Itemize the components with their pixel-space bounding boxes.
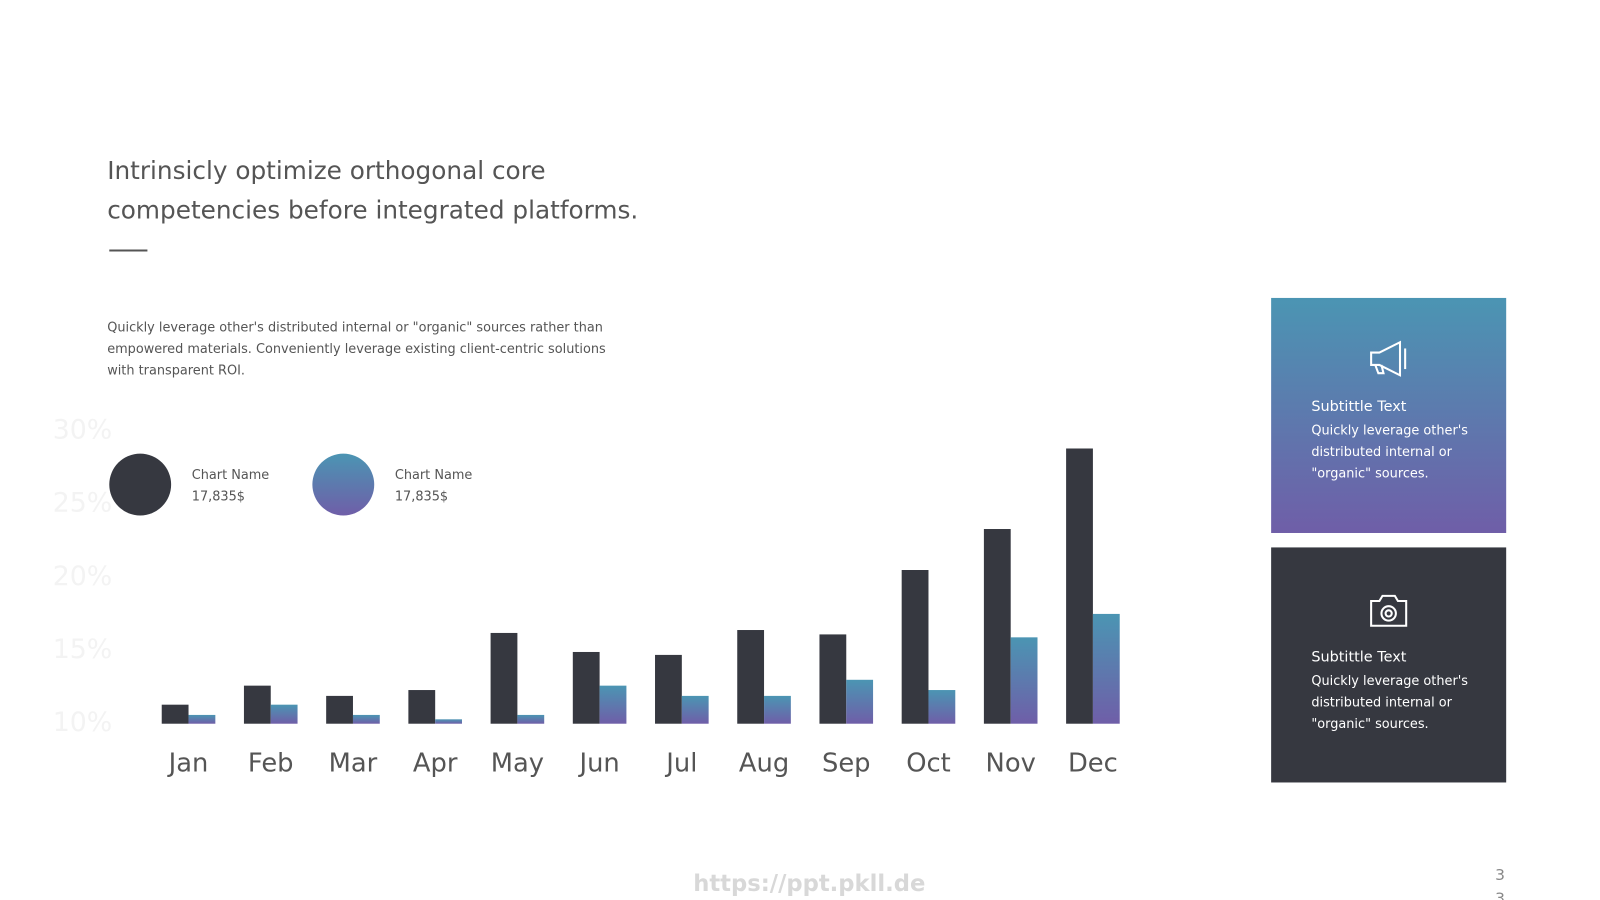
bar [270, 704, 298, 724]
headline: Intrinsicly optimize orthogonal core [107, 156, 545, 185]
x-tick-label: Sep [822, 748, 871, 778]
camera-icon [1370, 594, 1408, 627]
bar [435, 719, 462, 724]
bar [243, 685, 271, 724]
x-tick-label: Aug [739, 748, 789, 778]
x-tick-label: Feb [248, 748, 294, 778]
card-text: "organic" sources. [1311, 717, 1428, 732]
card-text: Quickly leverage other's [1311, 423, 1468, 438]
x-tick-label: Mar [329, 748, 378, 778]
bar [188, 714, 216, 724]
bar [517, 714, 545, 724]
paragraph: empowered materials. Conveniently levera… [107, 342, 606, 357]
x-tick-label: Jul [664, 748, 697, 778]
y-tick-label: 25% [53, 488, 113, 519]
page-number: 3 [1495, 866, 1505, 884]
bar [599, 685, 627, 724]
legend-value: 17,835$ [395, 489, 448, 504]
x-tick-label: Jan [167, 748, 209, 778]
bar [983, 529, 1011, 724]
headline: competencies before integrated platforms… [107, 195, 638, 224]
card-text: "organic" sources. [1311, 467, 1428, 482]
card-text: distributed internal or [1311, 696, 1452, 711]
card-text: distributed internal or [1311, 445, 1452, 460]
paragraph: with transparent ROI. [107, 364, 245, 379]
card [1271, 297, 1507, 533]
watermark: https://ppt.pkll.de [693, 871, 925, 897]
bar [846, 679, 874, 724]
y-tick-label: 15% [53, 634, 113, 665]
bar [928, 690, 956, 724]
bar [819, 634, 847, 724]
bar [490, 632, 518, 724]
bar [161, 704, 189, 724]
bar [1066, 448, 1093, 724]
legend-value: 17,835$ [192, 489, 245, 504]
bar [1010, 637, 1038, 724]
bar [655, 654, 682, 724]
bar [352, 714, 380, 724]
bar [764, 695, 791, 724]
megaphone-icon [1370, 340, 1407, 377]
bar [326, 695, 353, 724]
legend-swatch [312, 453, 375, 516]
legend-swatch [109, 453, 172, 516]
card-text: Quickly leverage other's [1311, 674, 1468, 689]
card [1271, 547, 1507, 783]
bar [408, 690, 436, 724]
y-tick-label: 20% [53, 561, 113, 592]
x-tick-label: Dec [1068, 748, 1118, 778]
bar [737, 630, 765, 724]
x-tick-label: Nov [986, 748, 1036, 778]
y-tick-label: 30% [53, 414, 113, 445]
bar [901, 570, 929, 724]
bar [572, 651, 600, 724]
y-tick-label: 10% [53, 707, 113, 738]
legend-label: Chart Name [395, 468, 473, 483]
page-number: 3 [1495, 889, 1505, 900]
x-tick-label: Jun [577, 748, 619, 778]
bar [681, 695, 709, 724]
x-tick-label: Apr [413, 748, 458, 778]
bar [1092, 613, 1120, 724]
x-tick-label: May [491, 748, 544, 778]
x-tick-label: Oct [906, 748, 951, 778]
card-title: Subtittle Text [1311, 650, 1406, 666]
paragraph: Quickly leverage other's distributed int… [107, 320, 603, 335]
legend-label: Chart Name [192, 468, 270, 483]
card-title: Subtittle Text [1311, 399, 1406, 415]
